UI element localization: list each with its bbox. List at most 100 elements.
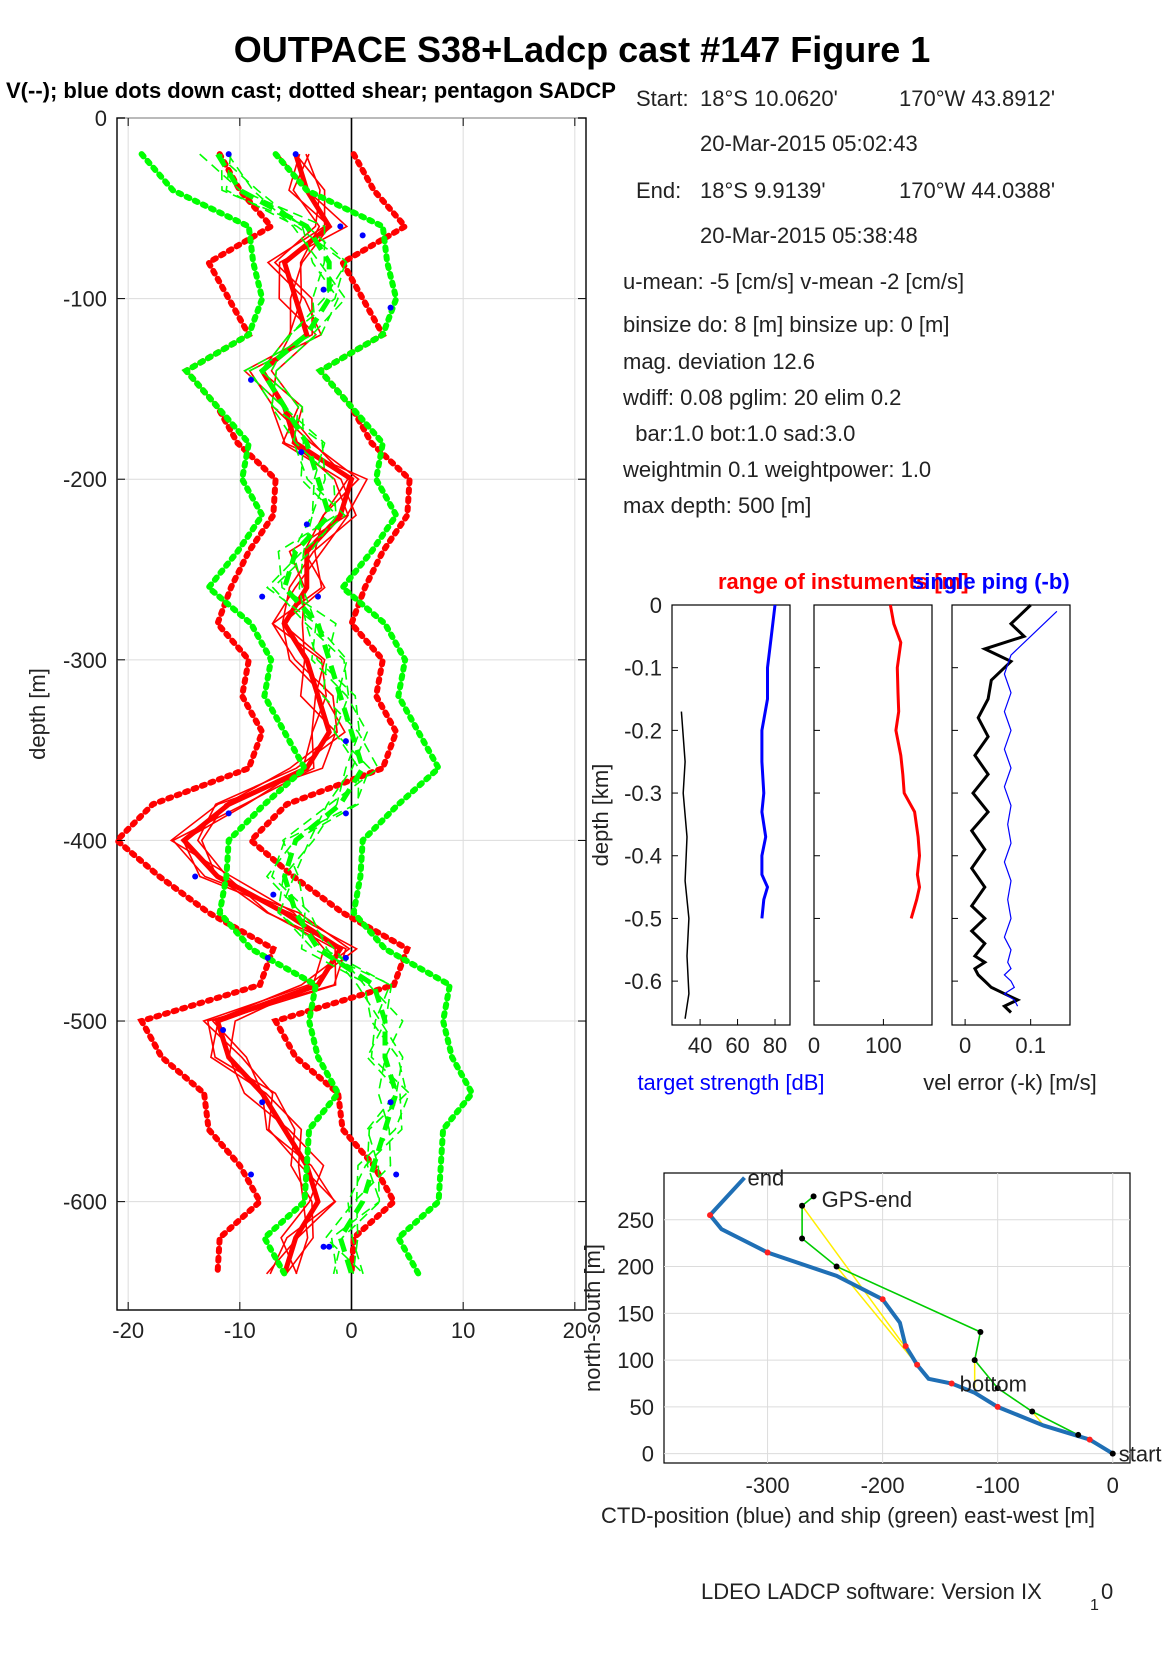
range-panel: 0 100 — [808, 604, 933, 1058]
label-gps-end: GPS-end — [822, 1187, 913, 1212]
downcast-dot — [220, 1027, 227, 1034]
ctd-marker — [948, 1380, 955, 1387]
downcast-dot — [259, 593, 266, 600]
start-lat: 18°S 10.0620' — [700, 86, 838, 111]
downcast-dot — [342, 954, 349, 961]
profile-subtitle: V(--); blue dots down cast; dotted shear… — [6, 78, 616, 103]
x-tick-label: 100 — [865, 1033, 902, 1058]
x-tick-label: 0 — [808, 1033, 820, 1058]
ensemble-line-V — [199, 153, 404, 1275]
y-tick-label: -400 — [63, 828, 107, 853]
ctd-marker — [914, 1361, 921, 1368]
y-tick-label: -200 — [63, 467, 107, 492]
downcast-dot — [292, 151, 299, 158]
series-target — [760, 604, 777, 919]
downcast-dot — [393, 1171, 400, 1178]
ship-marker — [1075, 1431, 1082, 1438]
x-tick-label: -200 — [861, 1473, 905, 1498]
x-tick-label: 0 — [1107, 1473, 1119, 1498]
ts-ylabel: depth [km] — [588, 764, 613, 867]
ctd-marker — [902, 1343, 909, 1350]
y-tick-label: -0.6 — [624, 969, 662, 994]
target-strength-panel: 40 60 80 0 -0.1 -0.2 -0.3 -0.4 -0.5 -0.6 depth [k… — [588, 593, 825, 1095]
ship-marker — [833, 1263, 840, 1270]
y-tick-label: -300 — [63, 648, 107, 673]
x-tick-label: 0 — [959, 1033, 971, 1058]
ship-marker — [1029, 1408, 1036, 1415]
y-tick-label: 100 — [617, 1348, 654, 1373]
x-tick-label: -10 — [224, 1318, 256, 1343]
downcast-dot — [320, 286, 327, 293]
ctd-marker — [707, 1212, 714, 1219]
bar-text: bar:1.0 bot:1.0 sad:3.0 — [623, 421, 855, 446]
downcast-dot — [270, 891, 277, 898]
ctd-marker — [879, 1296, 886, 1303]
x-tick-label: -20 — [112, 1318, 144, 1343]
y-tick-label: 200 — [617, 1255, 654, 1280]
downcast-dot — [303, 521, 310, 528]
downcast-dot — [225, 810, 232, 817]
end-time: 20-Mar-2015 05:38:48 — [700, 223, 918, 248]
ship-track — [801, 1195, 1114, 1455]
label-end: end — [748, 1166, 785, 1191]
wdiff-text: wdiff: 0.08 pglim: 20 elim 0.2 — [622, 385, 901, 410]
downcast-dot — [387, 1099, 394, 1106]
footer-tail: 0 — [1101, 1579, 1113, 1604]
weight-text: weightmin 0.1 weightpower: 1.0 — [622, 457, 931, 482]
ve-xlabel: vel error (-k) [m/s] — [923, 1070, 1097, 1095]
ve-axes-frame — [951, 604, 1071, 1026]
cast-info: Start: 18°S 10.0620' 170°W 43.8912' 20-M… — [622, 86, 1055, 518]
y-tick-label: -0.4 — [624, 844, 662, 869]
ctd-track — [707, 1176, 1114, 1456]
profile-panel: -20 -10 0 10 200-100-200-300-400-500-600 dep… — [25, 106, 587, 1343]
downcast-dot — [248, 1171, 254, 1178]
downcast-dot — [192, 873, 199, 880]
series-error — [969, 603, 1032, 1014]
start-label: Start: — [636, 86, 689, 111]
y-tick-label: 50 — [630, 1395, 654, 1420]
x-tick-label: 0.1 — [1015, 1033, 1046, 1058]
end-lat: 18°S 9.9139' — [700, 178, 826, 203]
x-tick-label: 40 — [688, 1033, 712, 1058]
single-ping-title: single ping (-b) — [912, 569, 1070, 594]
downcast-dot — [259, 1099, 266, 1106]
y-tick-label: 150 — [617, 1301, 654, 1326]
figure-title: OUTPACE S38+Ladcp cast #147 Figure 1 — [234, 29, 931, 70]
end-label: End: — [636, 178, 681, 203]
downcast-dot — [342, 738, 349, 745]
y-tick-label: -0.1 — [624, 656, 662, 681]
ts-axes-frame — [671, 604, 791, 1026]
ship-marker — [994, 1385, 1001, 1392]
ship-marker — [810, 1193, 817, 1200]
pos-xlabel: CTD-position (blue) and ship (green) eas… — [601, 1503, 1095, 1528]
footer-subscript: 1 — [1090, 1597, 1099, 1614]
y-tick-label: 0 — [95, 106, 107, 131]
downcast-dot — [337, 223, 344, 230]
y-tick-label: 0 — [642, 1442, 654, 1467]
ship-marker — [1109, 1450, 1116, 1457]
ctd-marker — [764, 1249, 771, 1256]
y-tick-label: -100 — [63, 287, 107, 312]
y-tick-label: -0.3 — [624, 781, 662, 806]
ship-marker — [799, 1202, 806, 1209]
downcast-dot — [248, 376, 254, 383]
position-panel: -300 -200 -100 0 0 50 100 150 200 250 end GPS-end bo… — [580, 1166, 1162, 1528]
start-lon: 170°W 43.8912' — [899, 86, 1055, 111]
vel-error-panel: 0 0.1 vel error (-k) [m/s] — [923, 603, 1097, 1095]
downcast-dot — [225, 151, 232, 158]
range-axes-frame — [813, 604, 933, 1026]
x-tick-label: 0 — [345, 1318, 357, 1343]
y-tick-label: -500 — [63, 1009, 107, 1034]
y-tick-label: 250 — [617, 1208, 654, 1233]
downcast-dot — [342, 810, 349, 817]
label-start: start — [1119, 1442, 1162, 1467]
max-depth-text: max depth: 500 [m] — [623, 493, 811, 518]
downcast-dot — [264, 954, 271, 961]
y-tick-label: -600 — [63, 1190, 107, 1215]
ctd-marker — [994, 1403, 1001, 1410]
x-tick-label: -300 — [746, 1473, 790, 1498]
ensemble-line-V — [225, 154, 408, 1275]
connector-line — [801, 1205, 912, 1356]
downcast-dot — [387, 304, 394, 311]
series-range — [680, 711, 690, 1019]
